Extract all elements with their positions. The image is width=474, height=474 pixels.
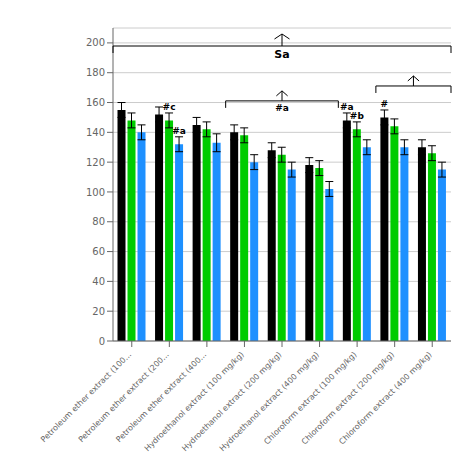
svg-text:200: 200 xyxy=(86,37,105,48)
svg-text:Petroleum ether extract (100..: Petroleum ether extract (100... xyxy=(39,350,134,445)
svg-text:Petroleum ether extract (400..: Petroleum ether extract (400... xyxy=(114,350,209,445)
svg-text:Sa: Sa xyxy=(274,48,289,61)
svg-text:Chloroform extract (200 mg/kg): Chloroform extract (200 mg/kg) xyxy=(299,350,397,447)
svg-text:#a: #a xyxy=(275,103,289,113)
svg-text:Hydroethanol extract (100 mg/k: Hydroethanol extract (100 mg/kg) xyxy=(142,350,246,454)
svg-text:140: 140 xyxy=(86,127,105,138)
svg-text:100: 100 xyxy=(86,187,105,198)
svg-text:#: # xyxy=(381,99,389,109)
svg-text:#c: #c xyxy=(163,102,176,112)
svg-text:180: 180 xyxy=(86,67,105,78)
svg-text:Chloroform extract (400 mg/kg): Chloroform extract (400 mg/kg) xyxy=(337,350,433,446)
svg-text:#a: #a xyxy=(172,126,186,136)
svg-text:#a: #a xyxy=(340,102,354,112)
svg-text:#b: #b xyxy=(350,111,365,121)
svg-text:Hydroethanol extract (400 mg/k: Hydroethanol extract (400 mg/kg) xyxy=(217,350,321,454)
svg-text:160: 160 xyxy=(86,97,105,108)
svg-text:Chloroform extract (100 mg/kg): Chloroform extract (100 mg/kg) xyxy=(262,350,359,447)
svg-text:Hydroethanol extract (200 mg/k: Hydroethanol extract (200 mg/kg) xyxy=(180,350,284,454)
svg-text:120: 120 xyxy=(86,157,105,168)
svg-text:20: 20 xyxy=(92,306,105,317)
svg-text:60: 60 xyxy=(92,246,105,257)
svg-text:80: 80 xyxy=(92,216,105,227)
svg-text:40: 40 xyxy=(92,276,105,287)
svg-text:Petroleum ether extract (200..: Petroleum ether extract (200... xyxy=(76,350,171,445)
svg-text:0: 0 xyxy=(99,336,105,347)
